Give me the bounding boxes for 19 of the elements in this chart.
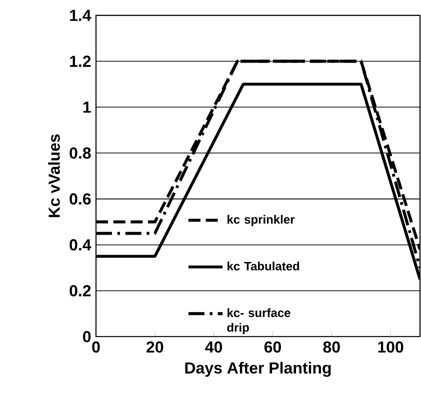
x-tick-label: 20: [146, 341, 164, 353]
y-tick-label: 0.2: [70, 285, 91, 296]
x-axis-title: Days After Planting: [185, 362, 331, 377]
x-tick-label: 100: [378, 341, 404, 353]
y-tick-label: 0: [83, 330, 91, 342]
y-tick-label: 1.2: [70, 56, 91, 67]
x-tick-label: 40: [205, 341, 222, 353]
y-tick-label: 0.8: [70, 147, 91, 159]
y-tick-label: 1.4: [70, 10, 92, 21]
x-tick-label: 60: [264, 341, 281, 353]
y-axis-title: Kc vValues: [48, 134, 60, 218]
y-tick-label: 0.4: [70, 239, 92, 250]
legend-label: kc sprinkler: [228, 214, 295, 226]
legend-label: kc- surface drip: [227, 308, 290, 334]
y-tick-label: 0.6: [70, 193, 91, 205]
legend-label: kc Tabulated: [228, 262, 300, 270]
x-tick-label: 0: [92, 341, 100, 353]
x-tick-label: 80: [323, 341, 340, 353]
y-tick-label: 1: [83, 102, 91, 113]
